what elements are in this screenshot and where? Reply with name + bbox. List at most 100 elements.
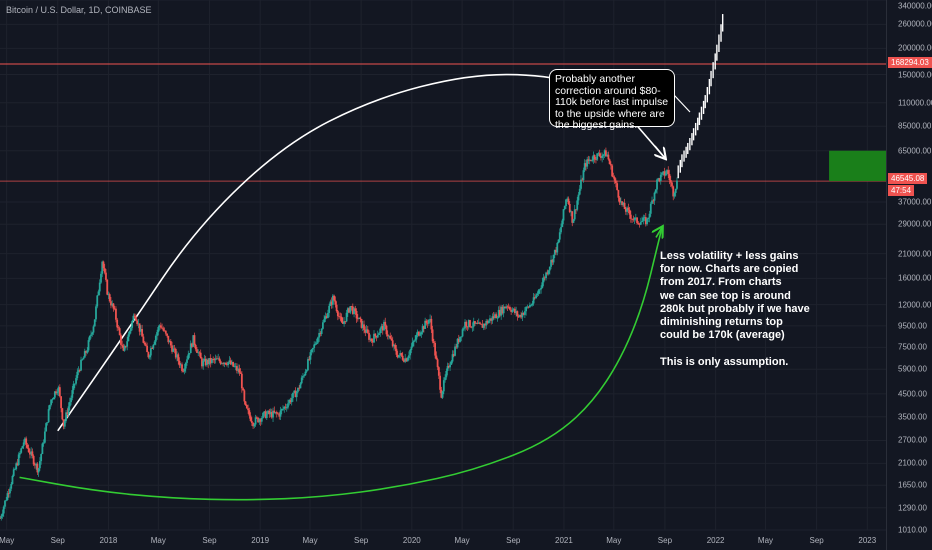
price-axis[interactable] xyxy=(886,0,932,550)
x-tick-label: Sep xyxy=(506,536,521,545)
candle-body xyxy=(325,316,328,319)
candle-body xyxy=(381,326,384,331)
candle-body xyxy=(250,420,253,423)
white-arc-arrow xyxy=(655,145,665,158)
candle-body xyxy=(65,412,67,421)
candle-body xyxy=(674,188,677,193)
candle-body xyxy=(469,320,471,327)
candle-body xyxy=(440,389,443,398)
candle-body xyxy=(159,325,162,328)
candle-body xyxy=(427,319,430,324)
candle-body xyxy=(565,199,567,207)
candle-body xyxy=(632,218,635,220)
y-tick-label: 4500.00 xyxy=(898,389,927,399)
candle-body xyxy=(476,323,479,324)
candle-body xyxy=(543,277,546,279)
y-tick-label: 9500.00 xyxy=(898,321,927,331)
candle-body xyxy=(359,317,362,319)
candle-body xyxy=(188,353,191,355)
candle-body xyxy=(10,483,13,489)
candle-body xyxy=(552,254,555,263)
candle-body xyxy=(400,353,403,356)
candle-body xyxy=(213,359,216,361)
candle-body xyxy=(618,197,621,203)
candle-body xyxy=(324,316,327,320)
candle-body xyxy=(312,347,314,350)
candle-body xyxy=(45,423,48,432)
y-tick-label: 110000.00 xyxy=(898,98,932,108)
candle-body xyxy=(535,295,537,299)
candle-body xyxy=(413,340,415,342)
candle-body xyxy=(511,310,514,312)
candle-body xyxy=(570,211,572,213)
candle-body xyxy=(257,417,259,423)
candle-body xyxy=(321,322,324,329)
candle-body xyxy=(346,308,349,313)
candle-body xyxy=(513,308,516,314)
candle-body xyxy=(204,358,207,366)
candle-body xyxy=(467,320,470,328)
candle-body xyxy=(442,380,445,392)
candle-body xyxy=(67,406,70,415)
candle-body xyxy=(626,207,628,212)
candle-body xyxy=(317,337,319,343)
candle-body xyxy=(137,323,140,325)
candle-body xyxy=(43,431,46,443)
candle-body xyxy=(644,217,647,225)
candle-body xyxy=(247,408,249,411)
y-tick-label: 2700.00 xyxy=(898,435,927,445)
candle-body xyxy=(177,354,180,361)
candle-body xyxy=(252,422,254,427)
current-price-tag: 46545.08 xyxy=(888,173,928,185)
candle-body xyxy=(255,417,258,419)
candle-body xyxy=(260,417,263,422)
candle-body xyxy=(233,366,236,368)
candle-body xyxy=(156,332,158,336)
candle-body xyxy=(580,179,582,189)
candle-body xyxy=(192,335,195,347)
candle-body xyxy=(627,207,630,210)
y-tick-label: 1290.00 xyxy=(898,503,927,513)
candle-body xyxy=(243,390,246,402)
candle-body xyxy=(239,372,242,374)
projection-box xyxy=(829,150,886,182)
candle-body xyxy=(178,360,181,366)
candle-body xyxy=(643,217,646,218)
candle-body xyxy=(409,349,412,356)
candle-body xyxy=(153,341,156,345)
candle-body xyxy=(366,329,369,333)
candle-body xyxy=(344,321,347,323)
candle-body xyxy=(235,366,238,371)
candle-body xyxy=(122,345,125,351)
candle-body xyxy=(113,308,116,310)
candle-body xyxy=(421,326,424,333)
candle-body xyxy=(211,358,213,363)
candle-body xyxy=(263,411,266,413)
x-tick-label: May xyxy=(0,536,15,545)
candle-body xyxy=(41,443,44,455)
candle-body xyxy=(350,306,353,307)
candle-body xyxy=(141,328,144,337)
candle-body xyxy=(307,359,309,371)
candle-body xyxy=(662,171,665,173)
candle-body xyxy=(348,308,350,313)
candle-body xyxy=(30,451,33,455)
x-tick-label: May xyxy=(454,536,470,545)
candle-body xyxy=(217,358,220,360)
candle-body xyxy=(157,327,160,333)
candle-body xyxy=(29,452,31,455)
candle-body xyxy=(537,290,540,294)
candle-body xyxy=(528,305,531,308)
callout-annotation[interactable]: Probably another correction around $80-1… xyxy=(549,69,675,131)
analysis-note[interactable]: Less volatility + less gains for now. Ch… xyxy=(660,250,810,368)
candle-body xyxy=(371,341,374,343)
candle-body xyxy=(0,516,3,519)
candle-body xyxy=(229,360,232,365)
candle-body xyxy=(361,324,364,328)
candle-body xyxy=(547,270,550,274)
arc-annotations xyxy=(19,73,666,501)
candle-body xyxy=(148,355,151,358)
candle-body xyxy=(496,317,499,319)
candle-body xyxy=(292,392,294,399)
candle-body xyxy=(149,348,152,356)
